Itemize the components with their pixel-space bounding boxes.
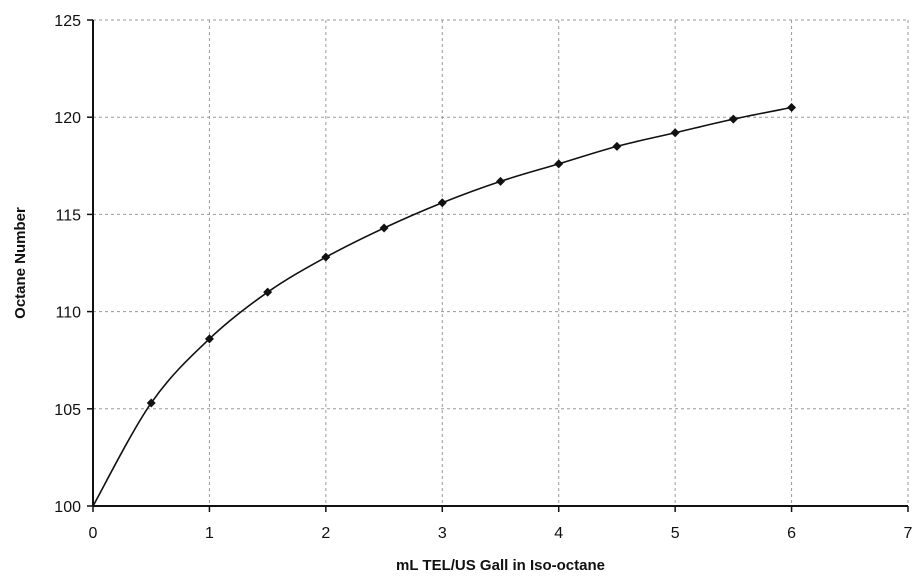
series-layer	[92, 102, 797, 507]
data-point	[263, 287, 273, 297]
data-point	[146, 398, 156, 408]
tick-labels: 0 1 2 3 4 5 6 7 100 105 110 115 120 125	[54, 13, 912, 542]
x-tick-label: 4	[554, 525, 563, 542]
x-tick-label: 3	[438, 525, 447, 542]
x-tick-label: 6	[787, 525, 796, 542]
data-point	[670, 128, 680, 138]
data-point	[787, 102, 797, 112]
data-point	[379, 223, 389, 233]
y-axis-title: Octane Number	[12, 207, 29, 319]
y-tick-label: 110	[55, 305, 81, 322]
y-tick-label: 115	[55, 207, 81, 224]
grid-layer	[93, 19, 909, 506]
data-point	[437, 198, 447, 208]
x-axis-title: mL TEL/US Gall in Iso-octane	[396, 557, 605, 574]
y-tick-label: 125	[54, 13, 81, 30]
x-tick-label: 1	[205, 525, 214, 542]
axis-layer	[87, 19, 909, 512]
x-tick-label: 0	[89, 525, 98, 542]
data-point	[321, 252, 331, 262]
y-tick-label: 100	[54, 499, 81, 516]
data-point	[204, 334, 214, 344]
x-tick-label: 5	[671, 525, 680, 542]
data-point	[728, 114, 738, 124]
data-point	[554, 159, 564, 169]
x-tick-label: 2	[321, 525, 330, 542]
y-tick-label: 105	[54, 402, 81, 419]
y-tick-label: 120	[54, 110, 81, 127]
data-point	[496, 176, 505, 186]
data-point	[612, 141, 622, 151]
x-tick-label: 7	[904, 525, 913, 542]
